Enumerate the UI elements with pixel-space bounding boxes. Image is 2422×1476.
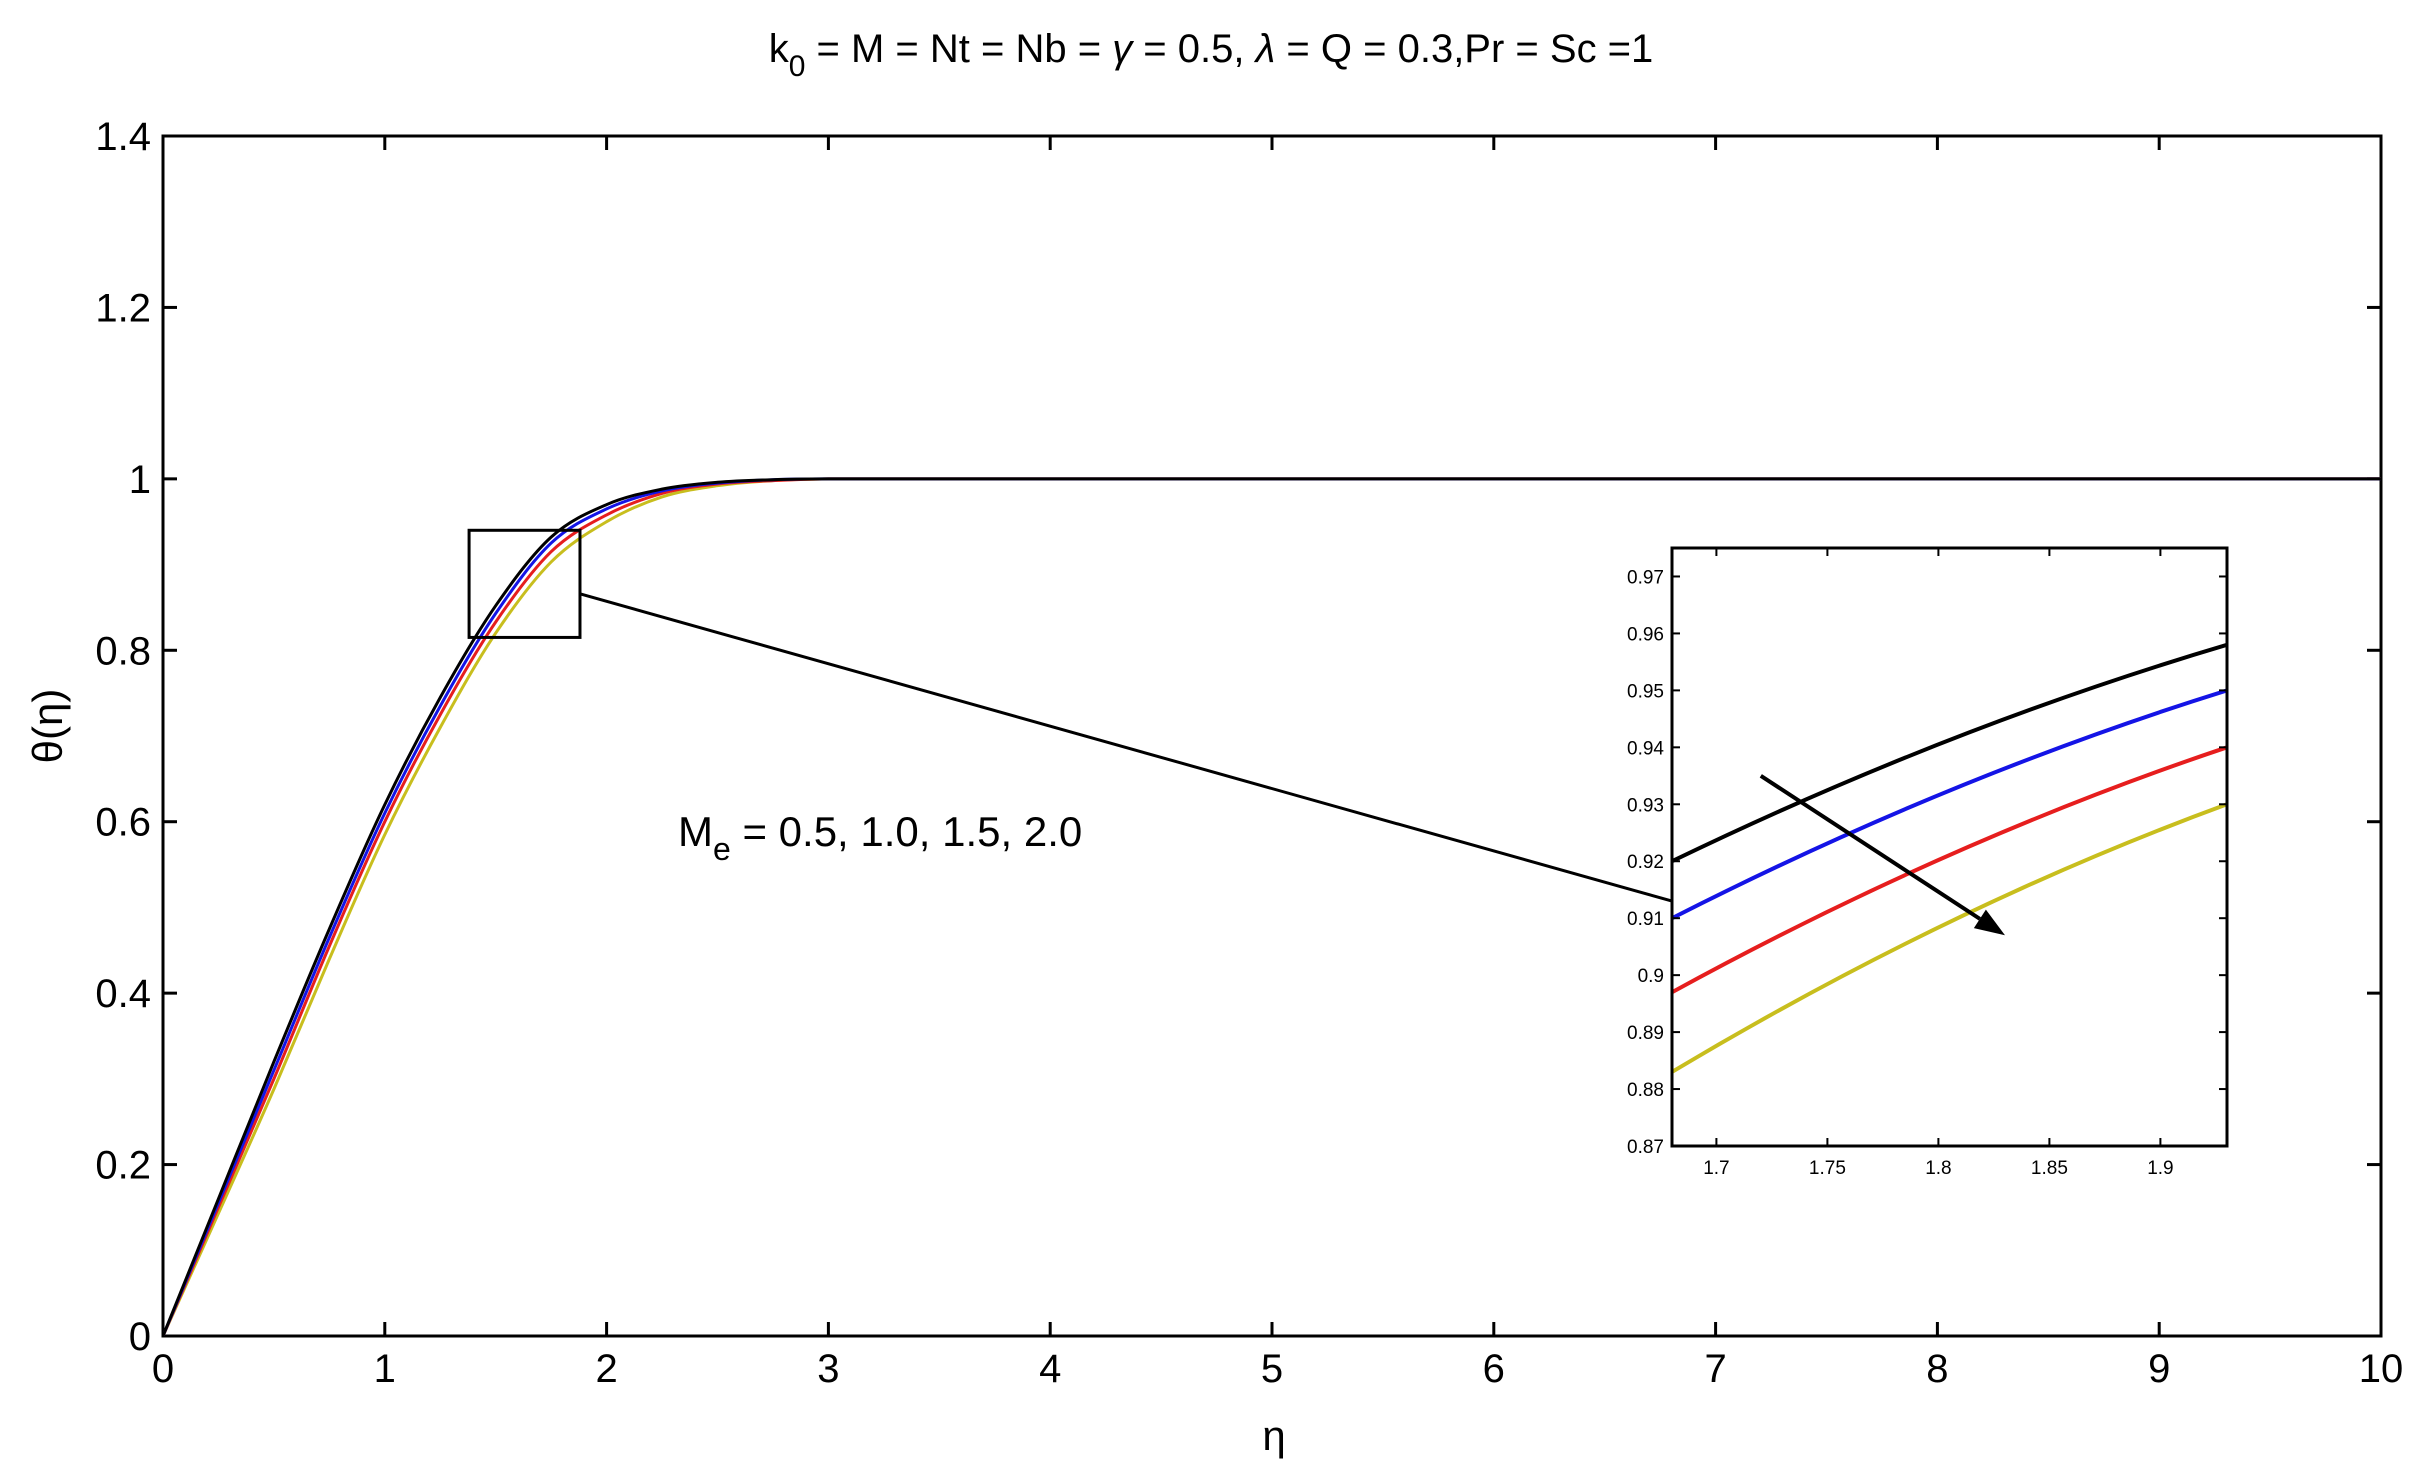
y-tick-label: 0.8 <box>95 629 151 673</box>
inset-y-tick-label: 0.91 <box>1627 909 1664 930</box>
x-axis: 0 1 2 3 4 5 6 7 8 9 10 <box>152 136 2403 1391</box>
y-axis-label: θ(η) <box>24 689 71 764</box>
inset-series-layer <box>1672 642 2227 1074</box>
x-tick-label: 9 <box>2148 1347 2170 1391</box>
inset-y-tick-label: 0.95 <box>1627 681 1664 702</box>
y-tick-label: 0.6 <box>95 801 151 845</box>
inset-plot: 1.7 1.75 1.8 1.85 1.9 0.87 0.88 0.89 0.9 0.91 0.9… <box>1627 546 2229 1179</box>
inset-series-line-2 <box>1672 688 2227 920</box>
y-tick-label: 1.2 <box>95 286 151 330</box>
inset-y-tick-label: 0.87 <box>1627 1137 1664 1158</box>
inset-series-line-3 <box>1672 745 2227 994</box>
x-tick-label: 6 <box>1483 1347 1505 1391</box>
y-tick-label: 0.4 <box>95 972 151 1016</box>
series-line-1 <box>163 477 2381 1336</box>
inset-y-tick-label: 0.88 <box>1627 1080 1664 1101</box>
x-tick-label: 5 <box>1261 1347 1283 1391</box>
chart-title: k0 = M = Nt = Nb = γ = 0.5, λ = Q = 0.3,… <box>769 27 1654 83</box>
parameter-annotation: Me = 0.5, 1.0, 1.5, 2.0 <box>678 808 1082 867</box>
inset-x-axis: 1.7 1.75 1.8 1.85 1.9 <box>1703 548 2174 1179</box>
x-axis-label: η <box>1262 1412 1285 1459</box>
inset-y-tick-label: 0.97 <box>1627 567 1664 588</box>
zoom-region-box <box>467 528 582 639</box>
inset-x-tick-label: 1.7 <box>1703 1158 1729 1179</box>
x-tick-label: 10 <box>2359 1347 2404 1391</box>
y-tick-label: 1.4 <box>95 115 151 159</box>
x-tick-label: 3 <box>817 1347 839 1391</box>
y-tick-label: 1 <box>129 458 151 502</box>
inset-y-tick-label: 0.96 <box>1627 624 1664 645</box>
y-tick-label: 0 <box>129 1315 151 1359</box>
inset-y-tick-label: 0.92 <box>1627 852 1664 873</box>
inset-frame <box>1670 546 2229 1148</box>
x-tick-label: 1 <box>374 1347 396 1391</box>
inset-x-tick-label: 1.8 <box>1925 1158 1951 1179</box>
inset-background <box>1672 548 2227 1146</box>
x-tick-label: 7 <box>1704 1347 1726 1391</box>
y-axis: 0 0.2 0.4 0.6 0.8 1 1.2 1.4 <box>95 115 2381 1359</box>
trend-arrow <box>1759 774 1981 921</box>
x-tick-label: 4 <box>1039 1347 1061 1391</box>
inset-x-tick-label: 1.75 <box>1809 1158 1846 1179</box>
inset-y-axis: 0.87 0.88 0.89 0.9 0.91 0.92 0.93 0.94 0.95 0.96 0… <box>1627 567 2227 1158</box>
x-tick-label: 0 <box>152 1347 174 1391</box>
inset-series-line-1 <box>1672 642 2227 864</box>
y-tick-label: 0.2 <box>95 1144 151 1188</box>
inset-series-line-4 <box>1672 802 2227 1074</box>
inset-y-tick-label: 0.89 <box>1627 1023 1664 1044</box>
trend-arrow-head <box>1973 909 2005 936</box>
inset-x-tick-label: 1.9 <box>2147 1158 2173 1179</box>
inset-x-tick-label: 1.85 <box>2031 1158 2068 1179</box>
inset-y-tick-label: 0.94 <box>1627 738 1664 759</box>
inset-y-tick-label: 0.9 <box>1638 966 1664 987</box>
x-tick-label: 2 <box>595 1347 617 1391</box>
x-tick-label: 8 <box>1926 1347 1948 1391</box>
series-layer <box>163 477 2381 1336</box>
zoom-connector-line <box>579 592 1673 903</box>
inset-y-tick-label: 0.93 <box>1627 795 1664 816</box>
